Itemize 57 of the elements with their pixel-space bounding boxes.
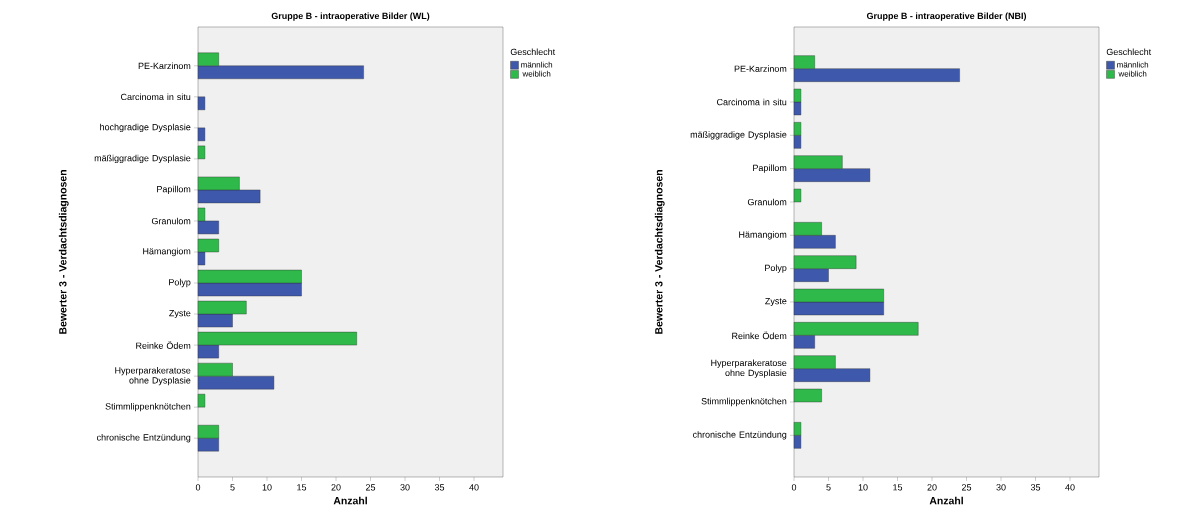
x-tick-label: 20: [927, 484, 937, 491]
legend-title: Geschlecht: [510, 48, 556, 56]
y-tick-label: Stimmlippenknötchen: [701, 397, 787, 407]
y-tick-label: Stimmlippenknötchen: [105, 402, 191, 412]
y-tick-label: chronische Entzündung: [692, 431, 787, 440]
y-tick-label: Reinke Ödem: [732, 331, 787, 340]
y-axis-title: Bewerter 3 - Verdachtsdiagnosen: [58, 170, 69, 334]
chart-title: Gruppe B - intraoperative Bilder (WL): [271, 12, 430, 21]
x-tick-label: 30: [996, 484, 1006, 491]
x-axis-title: Anzahl: [929, 496, 963, 505]
legend-title: Geschlecht: [1106, 48, 1152, 56]
y-tick-label: Hyperparakeratose ohne Dysplasie: [115, 366, 191, 386]
y-tick-label: Polyp: [169, 278, 191, 288]
x-tick-label: 15: [297, 484, 307, 491]
y-tick-label: mäßiggradige Dysplasie: [690, 131, 787, 140]
bar: [197, 96, 206, 111]
y-axis-title: Bewerter 3 - Verdachtsdiagnosen: [654, 170, 665, 334]
y-tick-label: mäßiggradige Dysplasie: [94, 154, 191, 164]
x-tick-label: 40: [469, 484, 479, 491]
bar: [197, 145, 206, 160]
x-tick-label: 25: [365, 484, 376, 491]
bar: [793, 188, 802, 203]
bar: [793, 388, 822, 403]
y-tick-label: Hämangiom: [143, 247, 191, 257]
y-tick-label: Granulom: [747, 198, 787, 206]
x-tick-label: 15: [893, 484, 903, 491]
y-tick-label: Reinke Ödem: [136, 341, 191, 349]
x-tick-label: 40: [1065, 484, 1075, 491]
y-tick-label: PE-Karzinom: [734, 65, 787, 72]
y-tick-label: Hyperparakeratose ohne Dysplasie: [711, 359, 787, 378]
y-tick-label: Zyste: [765, 297, 787, 306]
x-tick-label: 20: [331, 484, 341, 491]
x-axis-title: Anzahl: [333, 496, 367, 505]
x-tick-label: 35: [434, 484, 445, 491]
y-tick-label: chronische Entzündung: [96, 434, 191, 443]
x-tick-label: 25: [961, 484, 972, 491]
y-tick-label: Granulom: [151, 217, 191, 225]
x-tick-label: 0: [195, 484, 201, 491]
x-tick-label: 5: [230, 484, 235, 491]
y-tick-label: hochgradige Dysplasie: [100, 123, 191, 133]
x-tick-label: 30: [400, 484, 410, 491]
x-tick-label: 5: [826, 484, 831, 491]
y-tick-label: Carcinoma in situ: [717, 98, 787, 106]
x-tick-label: 35: [1030, 484, 1041, 491]
y-tick-label: Carcinoma in situ: [121, 93, 191, 101]
chart-title: Gruppe B - intraoperative Bilder (NBI): [866, 12, 1027, 21]
x-tick-label: 0: [791, 484, 797, 491]
y-tick-label: Papillom: [753, 164, 787, 173]
y-tick-label: Papillom: [157, 185, 191, 195]
y-tick-label: Polyp: [765, 264, 787, 273]
y-tick-label: Zyste: [169, 310, 191, 319]
y-tick-label: Hämangiom: [739, 231, 787, 240]
x-tick-label: 10: [858, 484, 868, 491]
bar: [197, 127, 206, 142]
bar: [197, 393, 206, 408]
y-tick-label: PE-Karzinom: [138, 62, 191, 70]
x-tick-label: 10: [262, 484, 272, 491]
